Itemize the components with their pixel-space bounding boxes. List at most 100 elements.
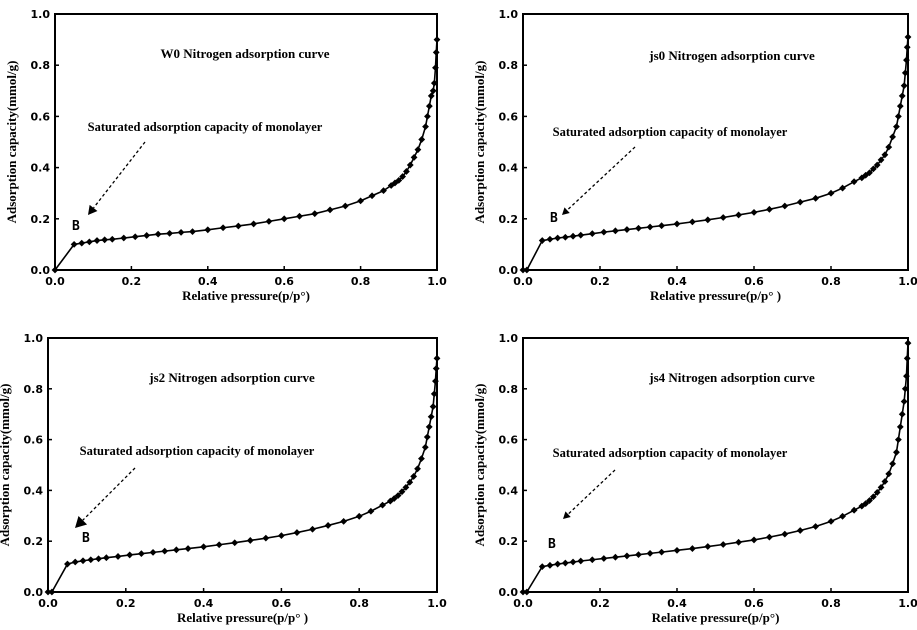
data-point: [131, 233, 139, 241]
data-point: [340, 517, 348, 525]
data-point: [646, 223, 654, 231]
y-tick-label: 1.0: [499, 332, 519, 345]
x-tick-label: 1.0: [427, 597, 447, 610]
data-point: [704, 543, 712, 550]
plot-area-frame: [47, 337, 438, 593]
data-point: [432, 49, 440, 56]
data-point: [877, 156, 885, 164]
data-point: [48, 588, 56, 596]
data-point: [673, 546, 681, 554]
data-point: [368, 192, 376, 200]
data-point: [600, 228, 608, 236]
data-point: [898, 92, 906, 100]
data-point: [612, 227, 619, 235]
x-tick-label: 0.0: [513, 275, 533, 288]
data-point: [311, 210, 319, 218]
data-point: [781, 530, 789, 538]
y-tick-label: 0.4: [499, 484, 519, 497]
data-point: [623, 552, 631, 560]
y-tick-label: 1.0: [499, 8, 519, 21]
data-point: [904, 33, 912, 41]
x-tick-label: 0.6: [744, 597, 764, 610]
data-point: [379, 501, 386, 509]
data-point: [309, 525, 316, 533]
data-point: [896, 423, 904, 431]
data-point: [406, 161, 414, 169]
data-point: [422, 123, 429, 131]
data-point: [523, 266, 531, 274]
annotation-arrow: [82, 467, 136, 521]
x-tick-label: 0.4: [667, 275, 687, 288]
y-tick-label: 0.8: [24, 383, 44, 396]
y-tick-label: 0.8: [499, 383, 519, 396]
data-point: [149, 548, 157, 556]
data-point: [51, 266, 59, 274]
data-point: [184, 545, 192, 552]
y-tick-label: 0.6: [31, 110, 51, 123]
chart-panel-1: 0.0 0.2 0.4 0.6 0.8 1.0 0.0 0.2 0.4 0.6 0.8 1.0 Rela…: [4, 8, 447, 303]
data-point: [172, 546, 180, 554]
series-line: [54, 39, 438, 271]
x-tick-label: 0.8: [349, 597, 369, 610]
y-tick-label: 0.2: [31, 213, 51, 226]
data-point: [561, 559, 569, 567]
data-point: [432, 64, 439, 72]
data-point: [554, 560, 562, 568]
data-point: [424, 113, 431, 120]
data-point: [877, 483, 885, 491]
data-point: [71, 558, 79, 566]
data-point: [588, 556, 596, 564]
data-point: [432, 365, 440, 372]
data-point: [561, 233, 569, 241]
data-point: [869, 493, 877, 501]
data-point: [546, 561, 554, 569]
data-point: [430, 79, 438, 87]
data-point: [386, 497, 394, 505]
data-point: [893, 448, 900, 456]
data-point: [114, 553, 122, 560]
data-point: [869, 165, 877, 173]
data-point: [418, 455, 425, 463]
data-point: [554, 234, 562, 242]
data-point: [904, 339, 912, 347]
chart-title: js0 Nitrogen adsorption curve: [648, 48, 815, 63]
y-tick-label: 0.6: [499, 110, 519, 123]
data-point: [430, 390, 438, 398]
data-point: [577, 231, 585, 239]
x-tick-label: 0.8: [351, 275, 371, 288]
data-point: [903, 354, 911, 362]
chart-title: js4 Nitrogen adsorption curve: [648, 370, 815, 385]
data-point: [432, 377, 439, 385]
data-point: [126, 551, 134, 559]
data-point: [429, 403, 437, 410]
data-point: [324, 522, 332, 529]
data-point: [766, 205, 773, 213]
data-point: [538, 237, 546, 244]
y-tick-label: 0.4: [24, 484, 44, 497]
data-point: [827, 517, 835, 525]
data-point: [204, 226, 212, 234]
data-point: [137, 550, 145, 558]
data-point: [102, 554, 110, 562]
plot-area-frame: [54, 13, 438, 271]
data-point: [658, 222, 665, 230]
y-axis-label: Adsorption capacity(mmol/g): [472, 384, 487, 547]
y-tick-label: 0.0: [499, 586, 519, 599]
data-point: [901, 385, 909, 393]
data-point: [120, 234, 128, 242]
data-point: [839, 184, 846, 192]
data-point: [885, 470, 893, 478]
data-point: [367, 507, 375, 515]
data-point: [896, 102, 904, 110]
point-label-b: B: [548, 537, 556, 552]
x-tick-label: 0.6: [272, 597, 292, 610]
data-point: [569, 558, 577, 566]
y-tick-label: 0.6: [24, 434, 44, 447]
data-point: [866, 169, 873, 177]
data-point: [881, 478, 889, 485]
data-point: [425, 102, 433, 110]
data-point: [421, 443, 429, 451]
data-point: [894, 436, 902, 443]
y-axis-label: Adsorption capacity(mmol/g): [4, 61, 19, 224]
data-point: [101, 236, 109, 244]
